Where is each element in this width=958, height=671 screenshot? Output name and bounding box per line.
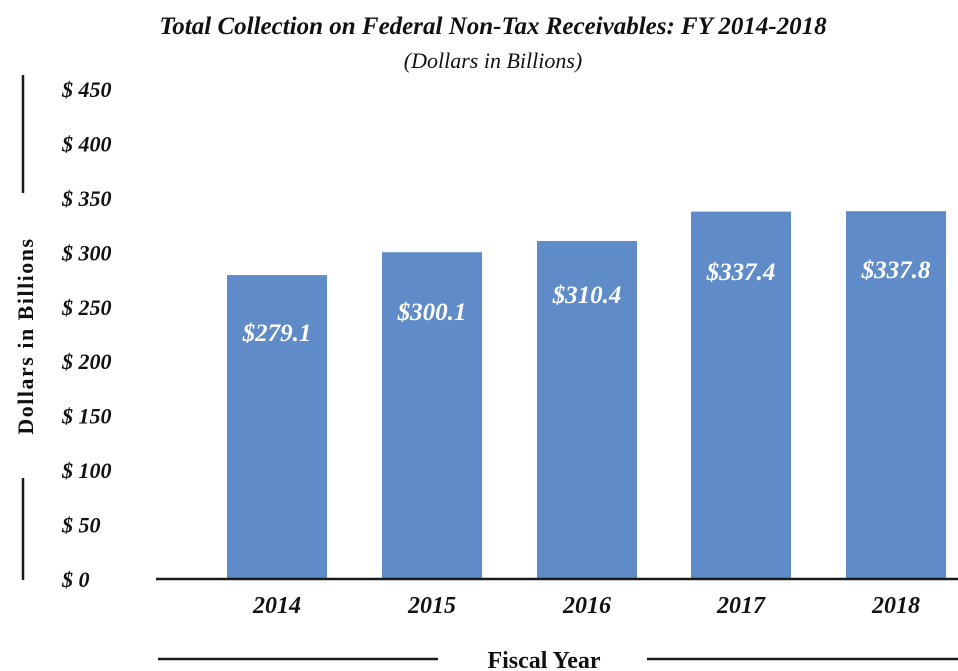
data-label-2015: $300.1	[397, 299, 467, 326]
y-tick-label: $ 300	[61, 240, 112, 265]
y-tick-label: $ 50	[61, 513, 101, 538]
x-tick-label: 2018	[871, 593, 920, 619]
x-axis-title: Fiscal Year	[487, 648, 600, 671]
bars	[227, 211, 946, 580]
y-tick-label: $ 200	[61, 349, 112, 374]
x-tick-label: 2014	[252, 593, 301, 619]
data-labels: $279.1 $300.1 $310.4 $337.4 $337.8	[242, 257, 931, 347]
x-tick-label: 2017	[716, 593, 766, 619]
bar-2014	[227, 275, 327, 579]
data-label-2017: $337.4	[706, 259, 776, 286]
data-label-2014: $279.1	[242, 320, 312, 347]
y-tick-label: $ 350	[61, 186, 112, 211]
y-tick-label: $ 150	[61, 404, 112, 429]
y-axis-title: Dollars in Billions	[13, 237, 38, 434]
data-label-2016: $310.4	[552, 282, 622, 309]
bar-2017	[691, 211, 791, 579]
y-tick-label: $ 0	[61, 567, 90, 592]
x-tick-label: 2015	[407, 593, 456, 619]
data-label-2018: $337.8	[861, 257, 931, 284]
y-tick-label: $ 450	[61, 77, 112, 102]
bar-2018	[846, 211, 946, 579]
bar-2016	[537, 241, 637, 579]
y-tick-label: $ 250	[61, 295, 112, 320]
y-tick-label: $ 100	[61, 458, 112, 483]
y-tick-labels: $ 0 $ 50 $ 100 $ 150 $ 200 $ 250 $ 300 $ 350 $ 4…	[61, 77, 112, 592]
y-tick-label: $ 400	[61, 131, 112, 156]
x-tick-labels: 2014 2015 2016 2017 2018	[252, 593, 920, 619]
bar-2015	[382, 252, 482, 580]
chart-subtitle: (Dollars in Billions)	[404, 48, 582, 73]
chart-title: Total Collection on Federal Non-Tax Rece…	[159, 13, 827, 40]
x-tick-label: 2016	[562, 593, 611, 619]
